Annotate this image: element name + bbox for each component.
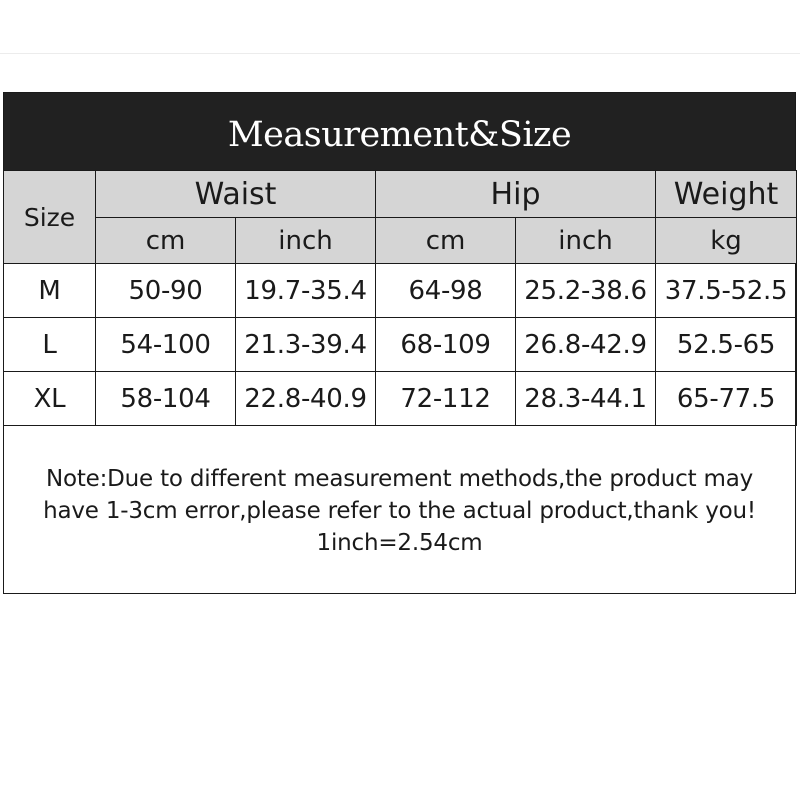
size-cell: M [3,263,96,318]
table-cell: 64-98 [375,263,517,318]
unit-header: inch [515,217,657,264]
header-row-groups: Size Waist Hip Weight [3,170,798,264]
table-cell: 28.3-44.1 [515,371,657,426]
table-row: M 50-90 19.7-35.4 64-98 25.2-38.6 37.5-5… [3,263,798,318]
table-cell: 37.5-52.5 [655,263,798,318]
table-cell: 50-90 [95,263,236,318]
table-cell: 19.7-35.4 [234,263,377,318]
table-cell: 25.2-38.6 [515,263,657,318]
size-table: Size Waist Hip Weight cm inch cm inch kg… [3,170,798,426]
table-cell: 26.8-42.9 [515,317,657,372]
waist-header: Waist [94,170,377,218]
table-cell: 72-112 [375,371,517,426]
size-cell: L [3,317,96,372]
weight-header: Weight [655,170,798,218]
unit-header: cm [95,217,236,264]
size-chart: Measurement&Size Size Waist Hip Weight c… [3,92,798,594]
chart-title: Measurement&Size [227,114,572,155]
table-row: XL 58-104 22.8-40.9 72-112 28.3-44.1 65-… [3,371,798,426]
table-cell: 58-104 [95,371,236,426]
top-divider [0,53,800,54]
table-row: L 54-100 21.3-39.4 68-109 26.8-42.9 52.5… [3,317,798,372]
size-header: Size [3,170,96,264]
size-cell: XL [3,371,96,426]
table-cell: 68-109 [375,317,517,372]
hip-header: Hip [375,170,657,218]
unit-header: cm [375,217,517,264]
header-row-units: cm inch cm inch kg [3,217,798,264]
table-cell: 52.5-65 [655,317,798,372]
note-text: Note:Due to different measurement method… [4,463,795,559]
conversion-note: 1inch=2.54cm [316,530,483,556]
note-line: Note:Due to different measurement method… [45,466,754,492]
table-cell: 65-77.5 [655,371,798,426]
title-bar: Measurement&Size [4,93,795,170]
unit-header: kg [655,217,798,264]
table-cell: 54-100 [95,317,236,372]
unit-header: inch [234,217,377,264]
note-line: have 1-3cm error,please refer to the act… [43,498,756,524]
table-cell: 22.8-40.9 [234,371,377,426]
table-cell: 21.3-39.4 [234,317,377,372]
